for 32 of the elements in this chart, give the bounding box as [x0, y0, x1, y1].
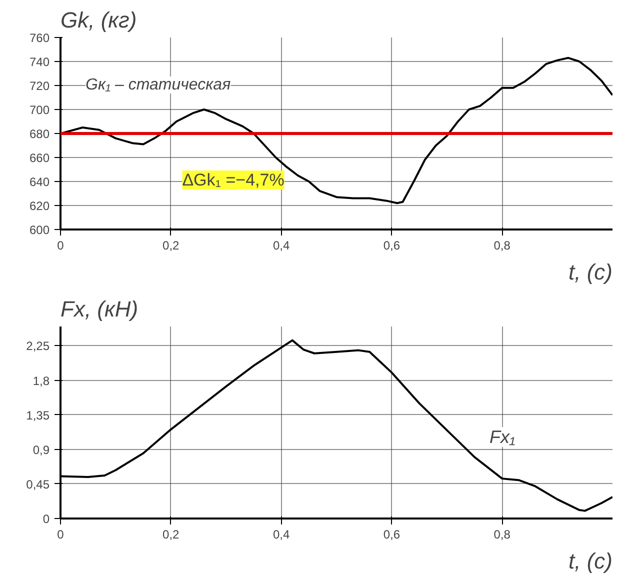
y-tick-label: 620: [29, 199, 50, 213]
y-tick-label: 2,25: [26, 339, 50, 354]
x-tick-label: 0,6: [383, 528, 400, 542]
y-tick-label: 600: [29, 223, 50, 237]
y-tick-label: 0: [42, 512, 50, 526]
ref-line-label: Gк₁ – статическая: [86, 76, 232, 94]
y-tick-label: 760: [29, 31, 50, 45]
x-axis-title: t, (c): [568, 548, 613, 574]
x-tick-label: 0,2: [162, 238, 180, 252]
series-label: Fx₁: [490, 427, 516, 448]
y-tick-label: 640: [29, 175, 50, 189]
y-tick-label: 1,8: [32, 374, 50, 388]
x-tick-label: 0,2: [162, 528, 180, 542]
y-tick-label: 720: [29, 79, 50, 93]
x-tick-label: 0,4: [272, 528, 290, 542]
annotation: ΔGk₁ =−4,7%: [182, 170, 284, 190]
y-tick-label: 0,9: [32, 442, 50, 457]
y-tick-label: 740: [29, 55, 50, 69]
x-tick-label: 0: [57, 528, 64, 542]
x-tick-label: 0,4: [272, 238, 290, 252]
y-tick-label: 660: [29, 151, 50, 165]
x-tick-label: 0: [57, 238, 64, 252]
x-tick-label: 0,6: [383, 238, 400, 252]
y-axis-title: Gk, (кг): [60, 8, 137, 32]
y-tick-label: 680: [29, 127, 50, 141]
y-tick-label: 1,35: [26, 408, 50, 422]
x-axis-title: t, (c): [568, 260, 613, 284]
y-axis-title: Fx, (кН): [60, 296, 138, 322]
x-tick-label: 0,8: [494, 238, 511, 252]
y-tick-label: 0,45: [26, 477, 50, 492]
x-tick-label: 0,8: [494, 528, 511, 542]
y-tick-label: 700: [29, 103, 50, 117]
